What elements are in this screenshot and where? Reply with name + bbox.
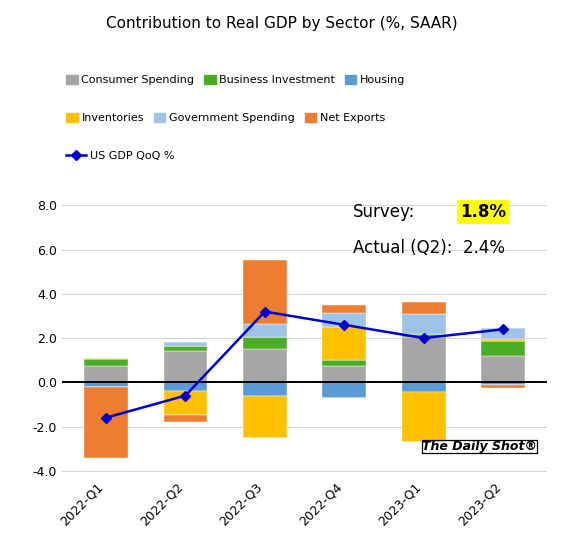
Bar: [323, 327, 366, 360]
Bar: [84, 367, 128, 382]
Bar: [402, 337, 446, 382]
Text: Survey:: Survey:: [353, 203, 416, 221]
Bar: [481, 339, 525, 341]
Bar: [402, 382, 446, 392]
Bar: [164, 346, 207, 351]
Bar: [243, 336, 287, 349]
Bar: [84, 382, 128, 387]
Bar: [84, 358, 128, 359]
Bar: [164, 391, 207, 415]
Bar: [481, 384, 525, 388]
Bar: [481, 341, 525, 356]
Bar: [164, 382, 207, 391]
Bar: [402, 302, 446, 314]
Text: Contribution to Real GDP by Sector (%, SAAR): Contribution to Real GDP by Sector (%, S…: [106, 16, 458, 31]
Legend: Consumer Spending, Business Investment, Housing: Consumer Spending, Business Investment, …: [62, 70, 410, 90]
Bar: [402, 392, 446, 442]
Bar: [323, 366, 366, 382]
Legend: US GDP QoQ %: US GDP QoQ %: [62, 146, 179, 165]
Bar: [243, 396, 287, 438]
Bar: [243, 260, 287, 325]
Bar: [323, 360, 366, 366]
Bar: [164, 351, 207, 382]
Bar: [243, 325, 287, 336]
Bar: [323, 382, 366, 398]
Bar: [164, 342, 207, 346]
Bar: [402, 314, 446, 334]
Bar: [323, 313, 366, 327]
Bar: [243, 382, 287, 396]
Bar: [323, 305, 366, 313]
Text: 1.8%: 1.8%: [460, 203, 506, 221]
Bar: [164, 415, 207, 422]
Bar: [481, 382, 525, 384]
Bar: [84, 387, 128, 458]
Text: The Daily Shot®: The Daily Shot®: [422, 440, 537, 453]
Bar: [481, 327, 525, 339]
Bar: [84, 359, 128, 367]
Bar: [402, 334, 446, 337]
Text: Actual (Q2):  2.4%: Actual (Q2): 2.4%: [353, 239, 505, 258]
Bar: [243, 349, 287, 382]
Legend: Inventories, Government Spending, Net Exports: Inventories, Government Spending, Net Ex…: [62, 108, 389, 127]
Bar: [481, 356, 525, 382]
